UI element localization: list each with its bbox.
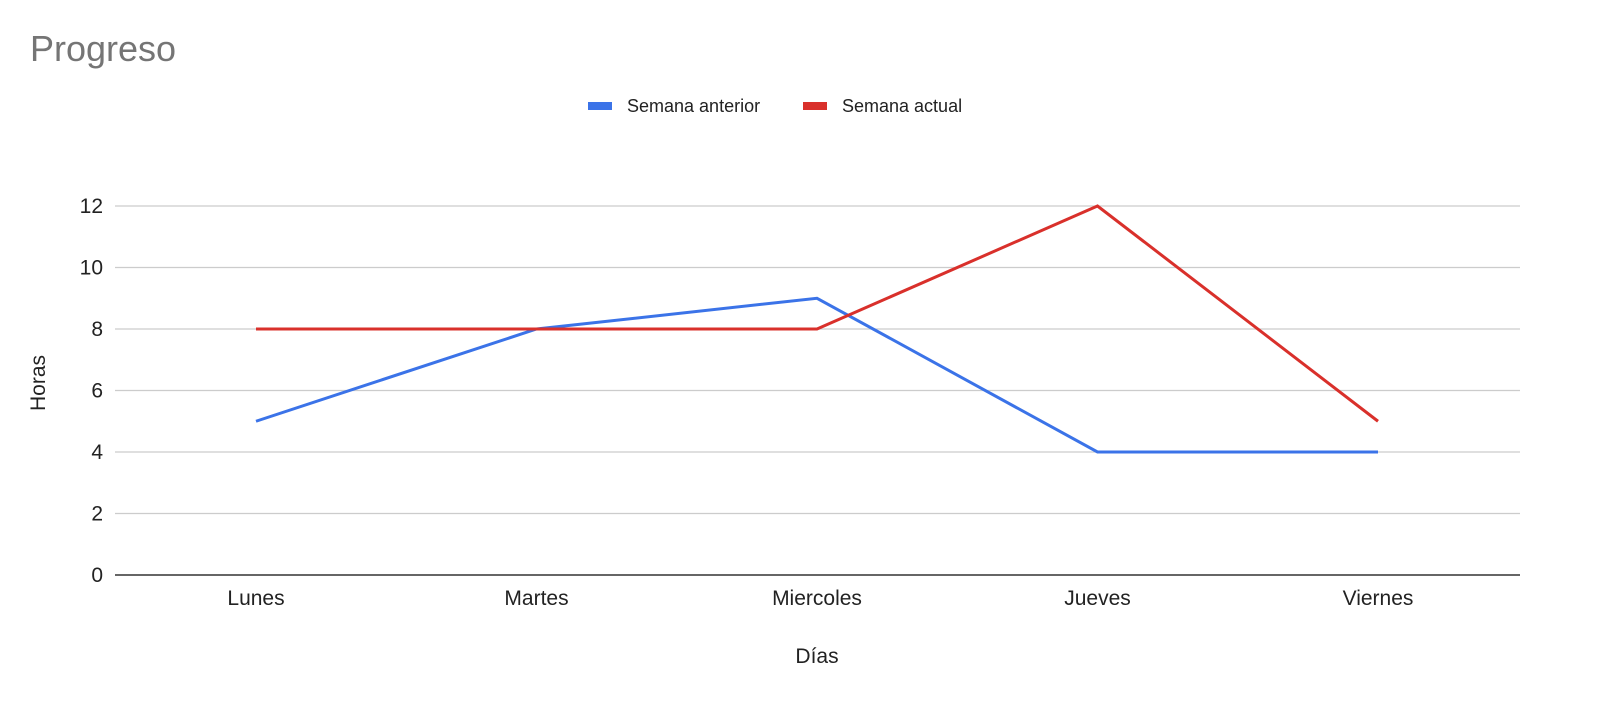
legend-label: Semana actual xyxy=(842,96,962,116)
chart-title: Progreso xyxy=(30,28,177,69)
series-line-2 xyxy=(256,204,1379,423)
legend: Semana anterior Semana actual xyxy=(588,96,962,116)
y-axis-ticks: 0 2 4 6 8 10 12 xyxy=(80,195,104,587)
series-line-1 xyxy=(255,296,1378,454)
x-axis-label: Días xyxy=(795,645,838,668)
x-tick-label: Lunes xyxy=(227,587,284,610)
x-tick-label: Miercoles xyxy=(772,587,862,610)
y-tick-label: 2 xyxy=(91,503,103,526)
y-tick-label: 8 xyxy=(91,318,103,341)
x-tick-label: Viernes xyxy=(1343,587,1414,610)
x-axis-ticks: Lunes Martes Miercoles Jueves Viernes xyxy=(227,587,1413,610)
x-tick-label: Jueves xyxy=(1064,587,1131,610)
y-tick-label: 4 xyxy=(91,441,103,464)
y-tick-label: 10 xyxy=(80,257,103,280)
y-tick-label: 0 xyxy=(91,564,103,587)
y-tick-label: 12 xyxy=(80,195,103,218)
y-axis-label: Horas xyxy=(27,355,50,411)
legend-label: Semana anterior xyxy=(627,96,760,116)
series-lines xyxy=(255,204,1379,454)
legend-swatch xyxy=(803,102,827,110)
gridlines xyxy=(115,205,1520,515)
legend-swatch xyxy=(588,102,612,110)
y-tick-label: 6 xyxy=(91,380,103,403)
x-tick-label: Martes xyxy=(504,587,568,610)
